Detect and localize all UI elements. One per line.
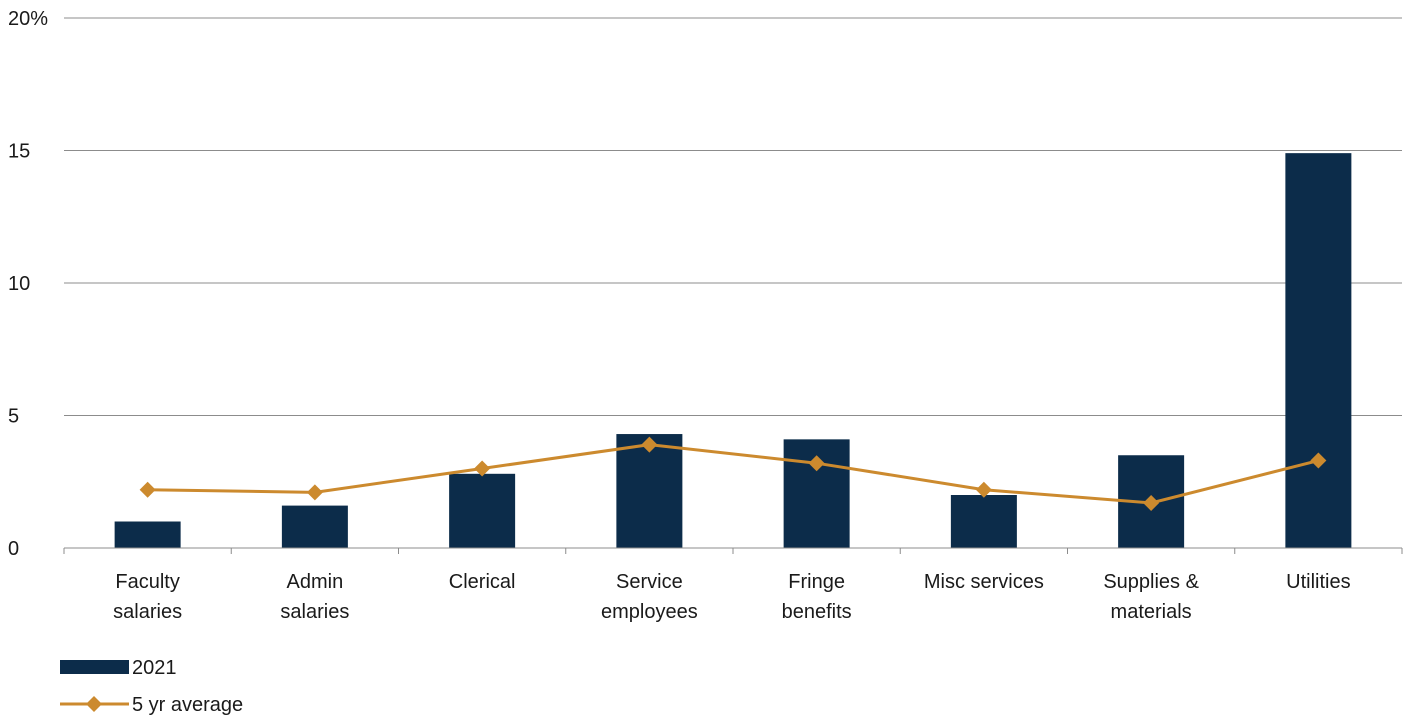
line-series [139,436,1327,511]
x-category-label: Fringe [788,571,845,593]
x-category-label: salaries [113,601,182,623]
x-category-label: Service [616,571,683,593]
x-category-label: Faculty [115,571,179,593]
marker-5yr-average [975,481,992,498]
marker-5yr-average [641,436,658,453]
bar-2021 [114,521,181,548]
x-axis-tick-marks [63,548,1403,554]
bar-2021 [950,495,1017,548]
bar-2021 [616,434,683,548]
x-category-label: Misc services [924,571,1044,593]
marker-5yr-average [808,455,825,472]
x-category-label: employees [601,601,698,623]
gridlines [64,17,1402,416]
legend-swatch-5yr-average-marker [86,696,102,712]
legend-swatch-2021 [60,660,129,674]
marker-5yr-average [1143,494,1160,511]
marker-5yr-average [1310,452,1327,469]
x-axis-category-labels: Faculty salaries Admin salaries Clerical Serv… [113,571,1350,623]
y-axis-ticks: 0 5 10 15 20% [8,8,48,560]
marker-5yr-average [306,484,323,501]
x-category-label: materials [1111,601,1192,623]
bar-2021 [281,505,348,548]
legend-label-2021: 2021 [132,657,177,679]
line-5yr-average [147,443,1319,505]
y-tick-label: 0 [8,538,19,560]
y-tick-label: 20% [8,8,48,30]
x-category-label: Admin [287,571,344,593]
bar-2021 [449,473,516,548]
x-category-label: Clerical [449,571,516,593]
legend-label-5yr-average: 5 yr average [132,694,243,716]
marker-5yr-average [474,460,491,477]
marker-5yr-average [139,481,156,498]
y-tick-label: 15 [8,141,30,163]
y-tick-label: 5 [8,406,19,428]
bar-series [114,153,1352,548]
y-tick-label: 10 [8,273,30,295]
x-category-label: salaries [280,601,349,623]
x-category-label: Supplies & [1103,571,1199,593]
legend: 2021 5 yr average [60,657,243,716]
bar-2021 [1285,153,1352,548]
x-category-label: Utilities [1286,571,1350,593]
x-category-label: benefits [782,601,852,623]
